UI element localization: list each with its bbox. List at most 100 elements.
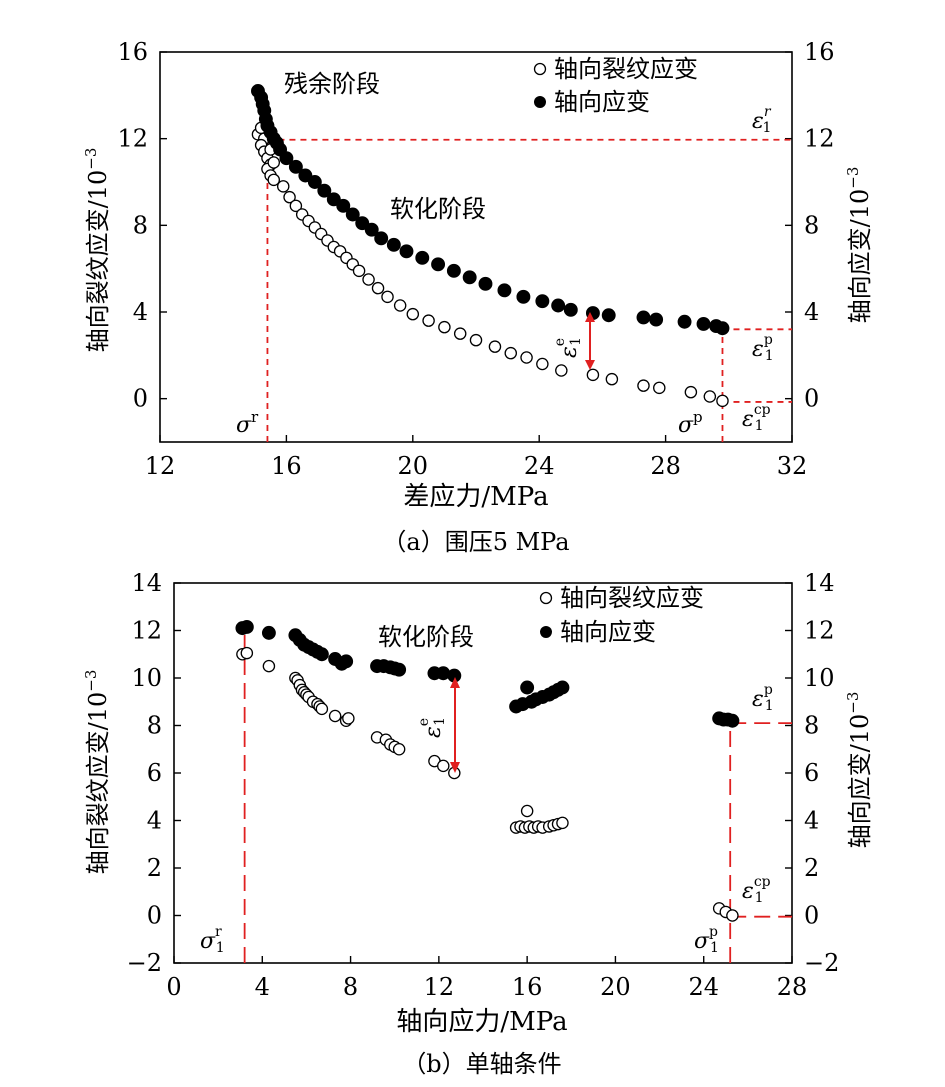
label-sigma-1-r: σr 1 (200, 924, 225, 956)
axial-strain-point (314, 647, 329, 662)
legend-marker-filled (540, 626, 552, 638)
axial-strain-point (551, 298, 566, 313)
x-tick-label: 24 (524, 452, 555, 480)
axial-strain-point (520, 680, 535, 695)
axial-strain-point (261, 625, 276, 640)
caption-b: （b）单轴条件 (402, 1050, 561, 1078)
axial-strain-point (399, 244, 414, 259)
crack-strain-point (240, 646, 254, 660)
y-tick-label: 8 (133, 211, 148, 239)
crack-strain-point (315, 702, 329, 716)
y-tick-label: 14 (131, 569, 162, 597)
crack-strain-point (556, 816, 569, 830)
crack-strain-point (276, 180, 290, 193)
label-eps-1-p: εp 1 (752, 332, 774, 364)
crack-strain-point (422, 314, 435, 327)
crack-strain-point (586, 368, 600, 382)
label-eps-1-e: εe1 (416, 717, 448, 738)
data-points (235, 619, 740, 922)
axial-strain-point (415, 250, 430, 265)
x-tick-label: 0 (166, 973, 181, 1001)
y-tick-label-right: 14 (804, 569, 835, 597)
arrow-head-top (585, 312, 595, 322)
annotation-residual-stage: 残余阶段 (284, 70, 380, 98)
y-tick-label-right: 4 (804, 807, 819, 835)
x-tick-marks (173, 956, 793, 963)
label-eps-1-p: εp 1 (752, 682, 774, 714)
y-tick-label-right: 12 (804, 617, 835, 645)
chart-panel-a: 12 16 20 24 28 32 16 12 8 4 0 16 12 8 4 0 轴向裂纹应变 轴向应变… (82, 38, 874, 556)
crack-strain-point (289, 199, 303, 213)
axial-strain-point (636, 310, 651, 325)
axial-strain-point (307, 175, 322, 189)
crack-strain-point (520, 804, 534, 818)
y-tick-label: 0 (133, 385, 148, 413)
crack-strain-point (469, 333, 483, 347)
y-axis-title-left: 轴向裂纹应变/10−3 (82, 148, 112, 353)
y-axis-title-right: 轴向应变/10−3 (844, 692, 874, 849)
reference-lines (266, 138, 792, 442)
y-tick-labels-right: 16 12 8 4 0 (804, 38, 835, 413)
y-tick-label: 8 (147, 712, 162, 740)
axial-strain-point (555, 680, 570, 695)
legend: 轴向裂纹应变 轴向应变 (533, 55, 698, 116)
y-tick-label: 10 (131, 664, 162, 692)
y-tick-label: 16 (117, 38, 148, 66)
x-tick-label: 28 (777, 973, 808, 1001)
axial-strain-point (392, 662, 407, 677)
label-eps-1-cp: εcp 1 (742, 402, 771, 434)
axial-strain-point (288, 159, 303, 174)
plot-frame (159, 51, 793, 443)
crack-strain-point (406, 307, 420, 321)
x-tick-label: 16 (271, 452, 302, 480)
crack-strain-point (716, 394, 729, 408)
y-tick-label: 0 (147, 902, 162, 930)
y-tick-labels-right: 14 12 10 8 6 4 2 0 −2 (804, 569, 839, 977)
y-tick-label-right: −2 (804, 949, 839, 977)
label-eps-1-cp: εcp 1 (742, 874, 771, 906)
x-tick-label: 28 (650, 452, 681, 480)
axial-strain-point (355, 216, 370, 231)
axial-strain-point (446, 263, 461, 278)
crack-strain-point (520, 351, 533, 364)
y-tick-label-right: 6 (804, 759, 819, 787)
axial-strain-point (677, 314, 692, 329)
axial-strain-point (374, 231, 389, 246)
y-tick-labels-left: 16 12 8 4 0 (117, 38, 148, 413)
axial-strain-point (462, 270, 477, 285)
axial-strain-point (326, 192, 341, 207)
crack-strain-point (504, 346, 518, 360)
crack-strain-point (283, 190, 296, 204)
caption-a: （a）围压5 MPa (382, 528, 569, 556)
crack-strain-point (392, 743, 406, 756)
crack-strain-point (453, 327, 467, 340)
arrow-head-bottom (450, 762, 460, 773)
crack-strain-point (362, 273, 375, 286)
arrow-head-bottom (585, 360, 595, 370)
label-sigma-r: σr (236, 408, 259, 438)
crack-strain-point (726, 909, 739, 922)
crack-strain-point (703, 390, 717, 403)
crack-strain-point (536, 357, 549, 371)
axial-strain-point (239, 619, 254, 634)
y-tick-marks (160, 51, 792, 400)
crack-strain-point (637, 379, 650, 392)
axial-strain-point (336, 198, 351, 213)
axial-strain-point (715, 321, 730, 336)
y-tick-label: −2 (127, 949, 162, 977)
crack-strain-point (653, 381, 666, 395)
y-tick-label: 4 (147, 807, 162, 835)
axial-strain-point (317, 183, 332, 198)
label-eps-1-e: εe1 (552, 337, 584, 358)
legend-marker-open (539, 591, 553, 605)
axial-strain-point (334, 656, 349, 671)
axial-strain-point (725, 713, 740, 728)
legend-label-crack-strain: 轴向裂纹应变 (554, 55, 698, 83)
legend-label-axial-strain: 轴向应变 (560, 618, 656, 646)
y-tick-label: 12 (117, 125, 148, 153)
crack-strain-point (371, 281, 385, 295)
y-tick-marks (174, 582, 792, 964)
axial-strain-point (535, 294, 550, 309)
crack-strain-point (684, 385, 698, 399)
